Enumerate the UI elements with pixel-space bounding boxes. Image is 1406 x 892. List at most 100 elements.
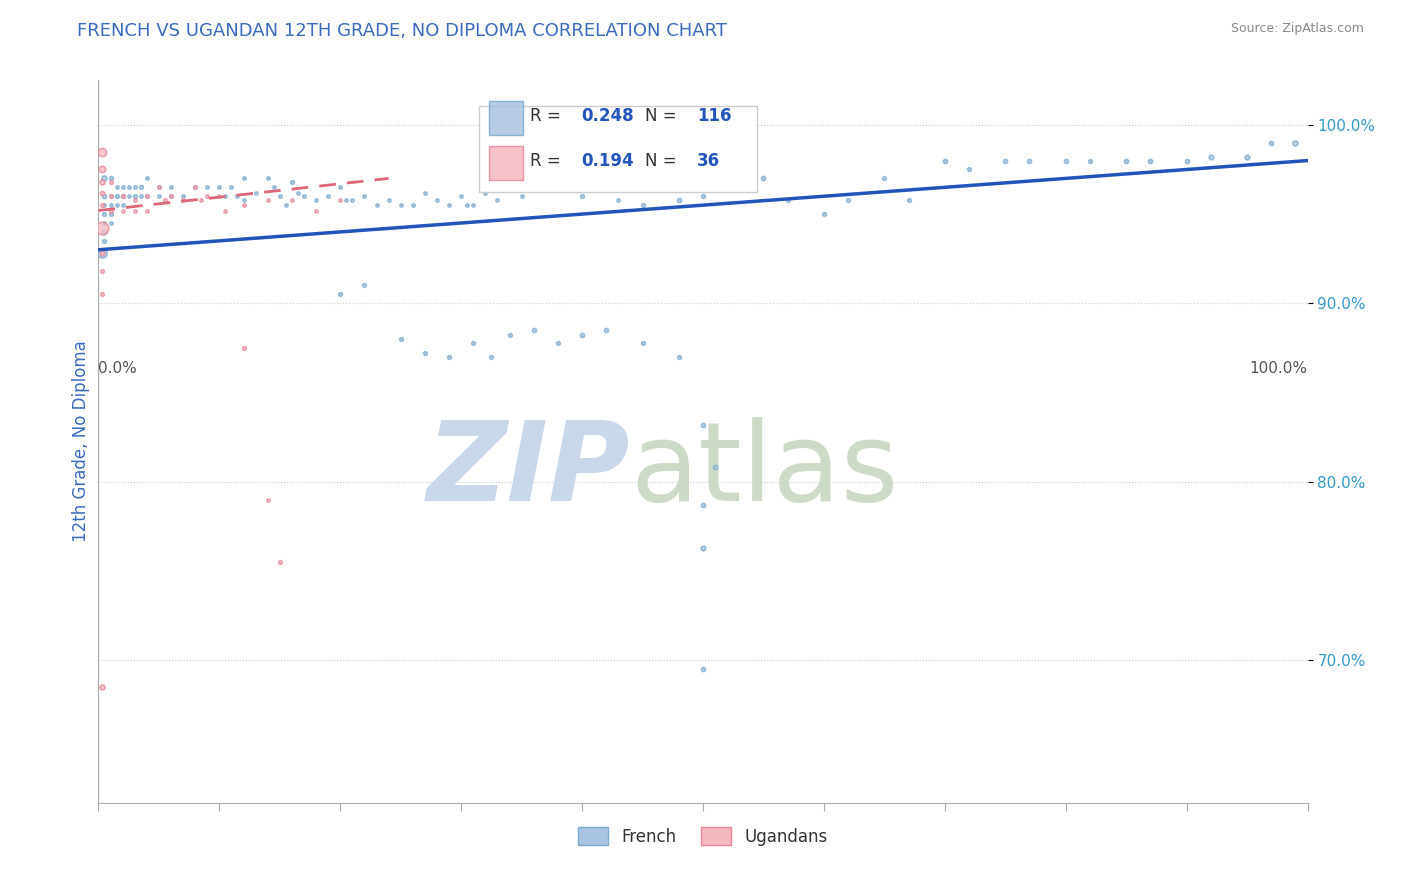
Point (1284, 136, 1306, 150)
Point (281, 193, 304, 207)
Point (1054, 153, 1077, 168)
Point (100, 216, 122, 230)
Point (692, 189, 714, 203)
Text: 0.0%: 0.0% (98, 360, 138, 376)
Point (329, 193, 352, 207)
Point (160, 189, 183, 203)
Text: 0.194: 0.194 (581, 152, 634, 169)
Point (256, 171, 278, 186)
Point (208, 180, 231, 194)
Point (263, 180, 285, 194)
Point (148, 189, 170, 203)
Point (437, 350, 460, 364)
Point (226, 189, 249, 203)
Text: 36: 36 (697, 152, 720, 169)
Point (214, 189, 236, 203)
Point (93, 216, 115, 230)
Point (93, 171, 115, 186)
Point (523, 323, 546, 337)
Point (91, 680, 114, 694)
Point (232, 198, 254, 212)
Text: ZIP: ZIP (427, 417, 630, 524)
Point (994, 153, 1017, 168)
Bar (489, 101, 523, 136)
Point (752, 171, 775, 186)
Point (437, 198, 460, 212)
Point (111, 189, 134, 203)
Point (413, 346, 436, 360)
Point (148, 180, 170, 194)
Legend: French, Ugandans: French, Ugandans (571, 821, 835, 852)
Point (353, 189, 375, 203)
Point (281, 175, 304, 189)
Point (91, 246, 114, 260)
Text: R =: R = (530, 152, 561, 169)
Text: 100.0%: 100.0% (1250, 360, 1308, 376)
Point (124, 189, 146, 203)
Point (105, 198, 128, 212)
Point (305, 193, 328, 207)
Point (105, 180, 128, 194)
Point (118, 180, 141, 194)
Point (463, 335, 485, 350)
Point (547, 175, 569, 189)
Point (668, 193, 690, 207)
Point (232, 171, 254, 186)
Point (91, 162, 114, 177)
Point (129, 180, 152, 194)
Point (208, 189, 231, 203)
Point (195, 180, 218, 194)
Point (897, 193, 920, 207)
FancyBboxPatch shape (479, 105, 758, 193)
Point (631, 335, 654, 350)
Point (837, 193, 859, 207)
Point (329, 287, 352, 301)
Point (256, 492, 278, 507)
Point (692, 417, 714, 432)
Point (668, 350, 690, 364)
Point (118, 189, 141, 203)
Y-axis label: 12th Grade, No Diploma: 12th Grade, No Diploma (72, 341, 90, 542)
Point (100, 171, 122, 186)
Text: FRENCH VS UGANDAN 12TH GRADE, NO DIPLOMA CORRELATION CHART: FRENCH VS UGANDAN 12TH GRADE, NO DIPLOMA… (77, 22, 727, 40)
Point (111, 180, 134, 194)
Point (716, 180, 738, 194)
Point (100, 189, 122, 203)
Point (692, 498, 714, 512)
Point (595, 180, 617, 194)
Text: N =: N = (645, 152, 676, 169)
Point (1236, 150, 1258, 164)
Point (269, 555, 291, 569)
Point (269, 189, 291, 203)
Point (595, 323, 617, 337)
Point (100, 207, 122, 221)
Point (571, 189, 593, 203)
Point (486, 193, 509, 207)
Point (111, 189, 134, 203)
Point (692, 662, 714, 676)
Point (124, 203, 146, 218)
Text: N =: N = (645, 107, 676, 125)
Point (1175, 153, 1198, 168)
Point (214, 203, 236, 218)
Point (450, 189, 472, 203)
Point (813, 207, 835, 221)
Point (91, 198, 114, 212)
Point (571, 328, 593, 343)
Point (631, 198, 654, 212)
Point (93, 234, 115, 248)
Point (1260, 136, 1282, 150)
Point (498, 180, 520, 194)
Point (93, 225, 115, 239)
Point (221, 180, 243, 194)
Point (124, 180, 146, 194)
Point (1018, 153, 1040, 168)
Point (1139, 153, 1161, 168)
Point (704, 460, 727, 475)
Point (274, 198, 297, 212)
Point (256, 193, 278, 207)
Point (413, 186, 436, 200)
Point (111, 203, 134, 218)
Point (366, 198, 388, 212)
Point (135, 171, 157, 186)
